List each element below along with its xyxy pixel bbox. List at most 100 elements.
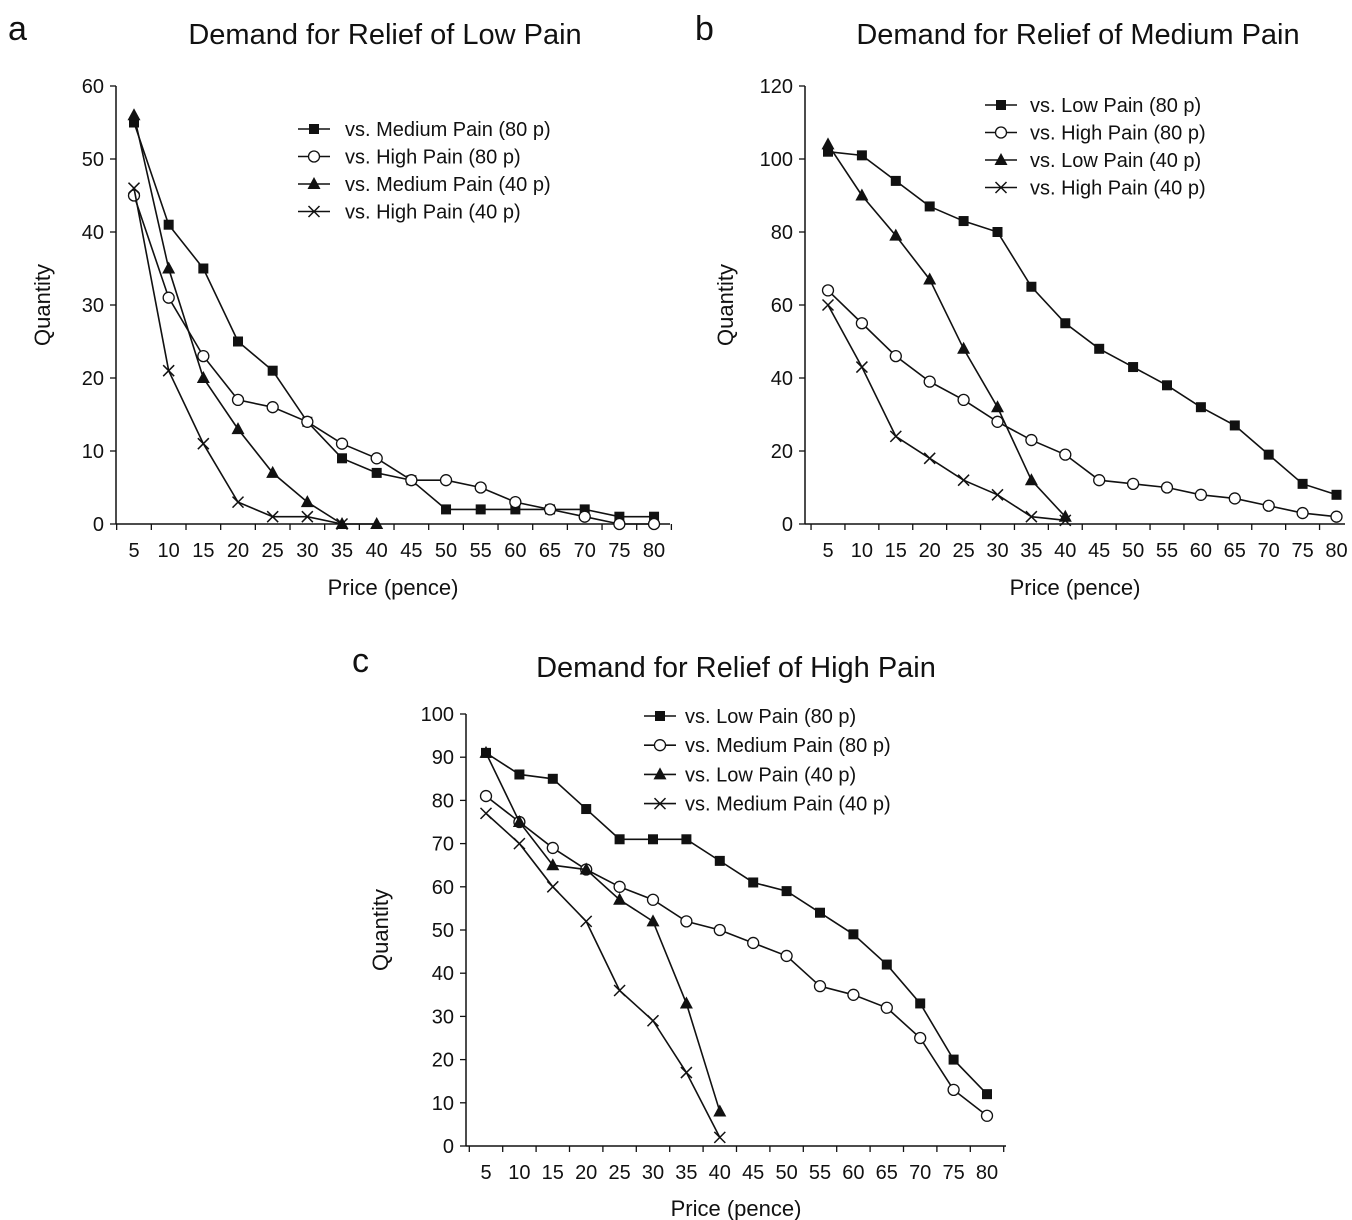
data-point: [1025, 510, 1038, 523]
data-point: [197, 437, 210, 450]
x-tick-label: 60: [504, 540, 526, 562]
y-tick-label: 10: [432, 1093, 454, 1115]
data-point: [231, 496, 245, 509]
x-tick-label: 15: [542, 1162, 564, 1184]
x-tick-label: 80: [1325, 540, 1347, 562]
data-point: [957, 341, 971, 354]
legend-entry: vs. Low Pain (40 p): [985, 150, 1201, 172]
data-point: [982, 1089, 992, 1100]
data-point: [1262, 499, 1275, 512]
x-tick-label: 65: [876, 1162, 898, 1184]
data-point: [514, 769, 525, 780]
chart-panel-b: b Demand for Relief of Medium Pain 0 20 40 60…: [695, 10, 1348, 600]
legend-label: vs. Medium Pain (80 p): [345, 119, 551, 141]
data-point: [1297, 478, 1308, 489]
legend-entry: vs. High Pain (40 p): [298, 202, 521, 224]
x-tick-label: 65: [1224, 540, 1246, 562]
series-triangle: [821, 137, 1072, 522]
data-point: [914, 1031, 927, 1045]
y-tick-label: 60: [82, 76, 104, 98]
legend-label: vs. High Pain (80 p): [1030, 123, 1206, 145]
data-point: [855, 361, 868, 374]
data-point: [1330, 510, 1343, 523]
legend: vs. Low Pain (80 p) vs. High Pain (80 p) v…: [985, 95, 1206, 200]
legend-marker: [307, 150, 321, 163]
data-point: [1194, 488, 1208, 501]
data-point: [747, 936, 760, 950]
x-tick-label: 75: [608, 540, 630, 562]
data-point: [646, 893, 660, 906]
y-tick-label: 10: [82, 441, 104, 463]
data-point: [300, 495, 314, 508]
legend-label: vs. Low Pain (80 p): [685, 706, 856, 728]
data-point: [1296, 506, 1309, 520]
x-axis-label: Price (pence): [671, 1196, 802, 1220]
data-point: [579, 862, 593, 875]
data-point: [543, 503, 557, 516]
data-point: [231, 422, 245, 435]
chart-title: Demand for Relief of Medium Pain: [856, 19, 1299, 51]
x-tick-label: 45: [400, 540, 422, 562]
legend-entry: vs. Low Pain (40 p): [644, 764, 856, 786]
series-circle: [821, 284, 1343, 523]
data-point: [748, 877, 759, 888]
x-tick-label: 40: [1054, 540, 1076, 562]
data-point: [512, 815, 526, 827]
data-point: [957, 474, 970, 487]
x-tick-label: 35: [331, 540, 353, 562]
data-point: [915, 998, 926, 1009]
data-point: [546, 858, 560, 871]
data-point: [881, 959, 892, 970]
legend-marker: [653, 797, 667, 810]
data-point: [1331, 489, 1342, 500]
data-point: [513, 837, 526, 850]
x-tick-label: 80: [643, 540, 665, 562]
data-point: [613, 984, 626, 997]
data-point: [231, 393, 245, 407]
data-point: [679, 996, 693, 1009]
x-tick-label: 35: [675, 1162, 697, 1184]
data-point: [713, 923, 726, 937]
data-point: [992, 227, 1003, 237]
data-point: [848, 929, 859, 940]
y-axis-label: Quantity: [713, 264, 738, 346]
data-point: [579, 504, 590, 515]
legend-entry: vs. Medium Pain (80 p): [298, 119, 551, 141]
series-line: [827, 289, 1337, 518]
data-point: [371, 467, 382, 478]
x-tick-label: 60: [842, 1162, 864, 1184]
data-point: [646, 1014, 660, 1027]
data-point: [713, 1104, 727, 1117]
x-tick-label: 40: [709, 1162, 731, 1184]
chart-title: Demand for Relief of High Pain: [536, 652, 936, 684]
series-square: [823, 146, 1342, 500]
x-tick-label: 10: [158, 540, 180, 562]
y-tick-label: 40: [432, 963, 454, 985]
legend-marker: [994, 153, 1008, 165]
panel-letter: a: [8, 10, 27, 48]
data-point: [680, 915, 693, 928]
chart-panel-c: c Demand for Relief of High Pain 0 10 20 30 40…: [352, 642, 1006, 1220]
data-point: [127, 182, 141, 195]
series-line: [485, 812, 721, 1138]
legend-label: vs. Medium Pain (40 p): [345, 174, 551, 196]
data-point: [1060, 318, 1071, 329]
legend-marker: [653, 739, 667, 752]
x-tick-label: 15: [885, 540, 907, 562]
series-circle: [127, 189, 661, 531]
legend-entry: vs. High Pain (80 p): [298, 147, 521, 169]
data-point: [162, 291, 175, 304]
data-point: [614, 511, 625, 522]
legend-entry: vs. Low Pain (80 p): [985, 95, 1201, 117]
y-tick-label: 80: [432, 790, 454, 812]
data-point: [821, 298, 835, 312]
data-point: [1195, 402, 1206, 413]
data-point: [266, 510, 279, 523]
legend-label: vs. High Pain (40 p): [345, 202, 521, 224]
legend: vs. Low Pain (80 p) vs. Medium Pain (80 p…: [644, 706, 891, 816]
y-tick-label: 40: [771, 368, 793, 390]
data-point: [163, 219, 174, 230]
series-line: [485, 752, 988, 1095]
data-point: [647, 517, 661, 531]
legend-marker: [309, 124, 319, 134]
